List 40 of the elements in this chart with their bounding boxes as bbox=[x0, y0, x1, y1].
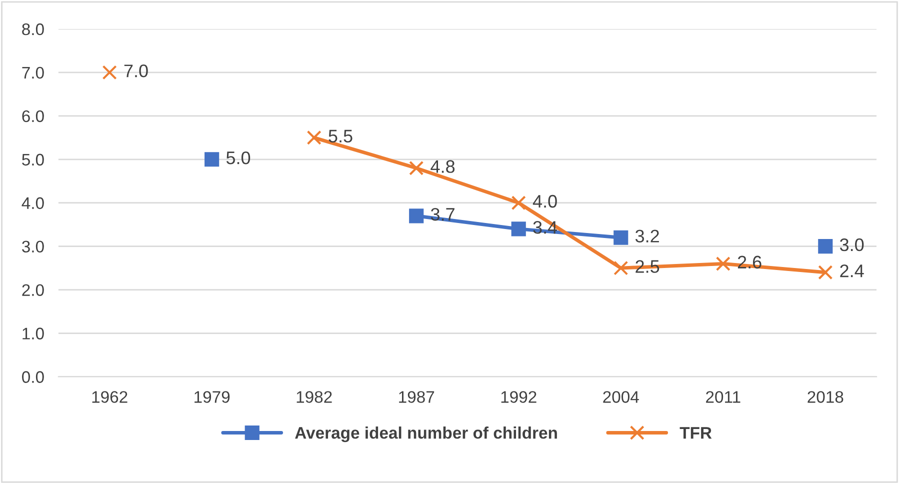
data-label: 7.0 bbox=[124, 64, 148, 78]
x-tick-label: 1987 bbox=[399, 391, 434, 403]
y-tick-label: 5.0 bbox=[22, 154, 44, 166]
point bbox=[716, 256, 730, 272]
data-label: 4.8 bbox=[430, 160, 455, 173]
data-label: 5.0 bbox=[226, 151, 250, 164]
y-tick-label: 7.0 bbox=[22, 66, 44, 79]
x-tick-label: 2011 bbox=[706, 391, 740, 403]
x-tick-label: 1962 bbox=[92, 391, 128, 403]
y-tick-label: 0.0 bbox=[22, 371, 44, 383]
y-tick-label: 8.0 bbox=[22, 23, 44, 36]
x-tick-label: 1992 bbox=[501, 391, 536, 403]
data-label: 3.2 bbox=[635, 230, 659, 242]
legend-label: TFR bbox=[680, 427, 712, 439]
point bbox=[102, 65, 117, 80]
point bbox=[614, 260, 628, 276]
y-tick-label: 1.0 bbox=[22, 328, 44, 340]
y-tick-label: 3.0 bbox=[22, 240, 44, 253]
x-tick-label: 1982 bbox=[296, 391, 332, 403]
point bbox=[409, 208, 424, 224]
point bbox=[818, 265, 833, 280]
point bbox=[511, 222, 526, 236]
x-tick-label: 2004 bbox=[603, 391, 639, 403]
data-label: 5.5 bbox=[328, 130, 352, 142]
data-label: 4.0 bbox=[532, 194, 557, 208]
point bbox=[511, 196, 526, 210]
point bbox=[204, 152, 220, 167]
data-label: 3.0 bbox=[840, 238, 864, 252]
y-tick-label: 2.0 bbox=[22, 284, 44, 296]
point bbox=[614, 230, 628, 245]
point bbox=[306, 130, 322, 145]
point bbox=[818, 239, 833, 254]
point bbox=[409, 160, 424, 176]
y-tick-label: 6.0 bbox=[22, 110, 44, 122]
legend-label: Average ideal number of children bbox=[295, 426, 557, 442]
x-tick-label: 2018 bbox=[808, 391, 844, 403]
x-tick-label: 1979 bbox=[194, 391, 230, 403]
data-label: 3.7 bbox=[430, 208, 454, 221]
data-label: 2.4 bbox=[840, 264, 864, 278]
y-tick-label: 4.0 bbox=[22, 197, 44, 210]
